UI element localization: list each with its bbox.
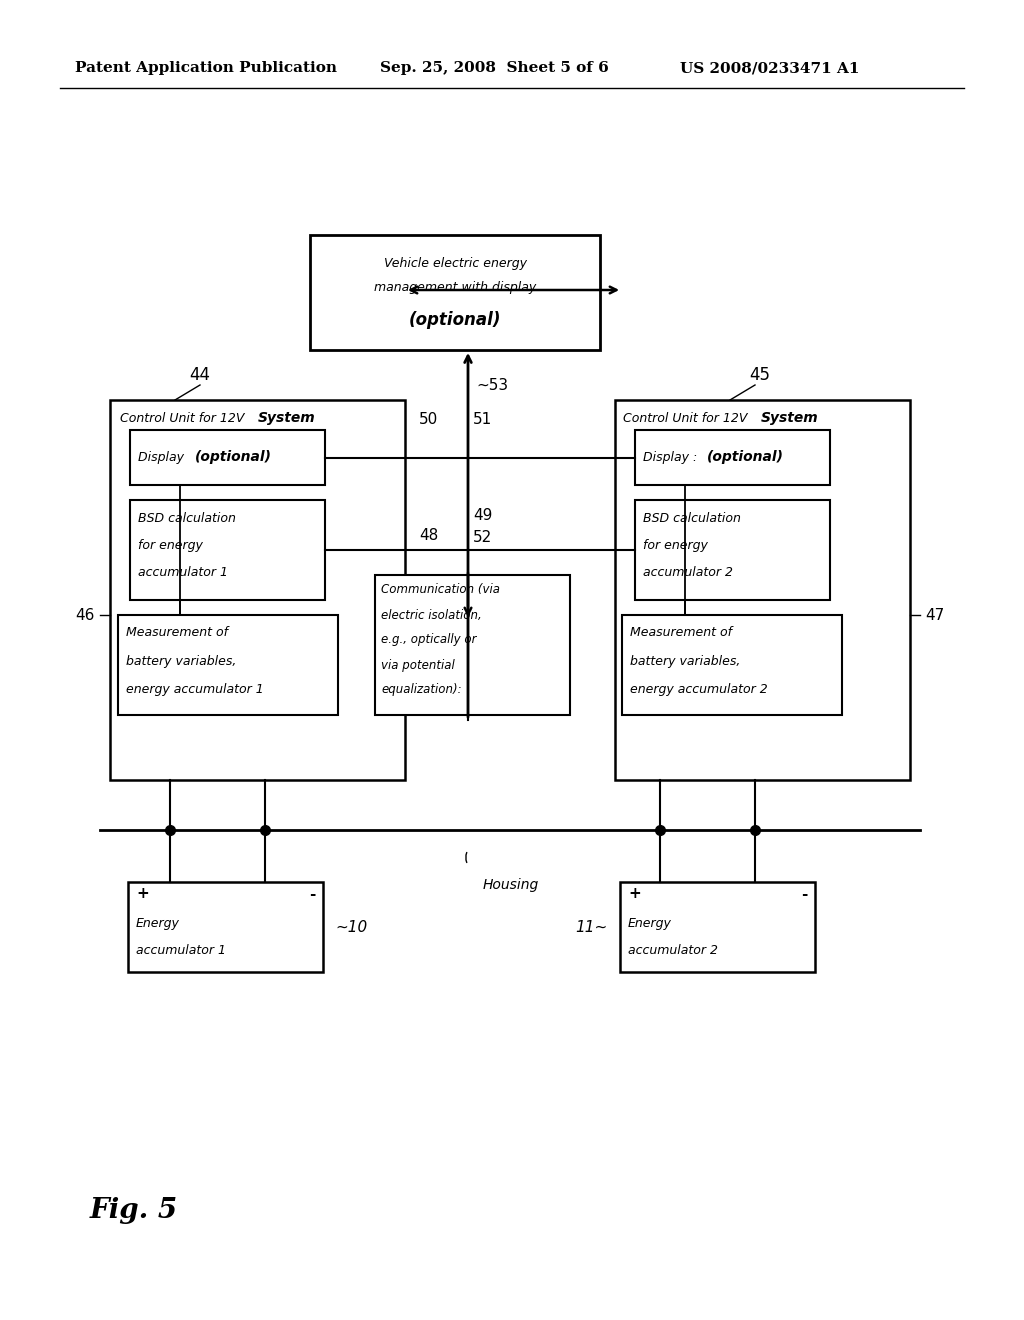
Bar <box>310 235 600 350</box>
Text: 11~: 11~ <box>575 920 608 935</box>
Text: Display: Display <box>138 451 193 465</box>
Text: 44: 44 <box>189 366 211 384</box>
Text: Housing: Housing <box>483 878 540 892</box>
Text: ~10: ~10 <box>335 920 368 935</box>
Text: energy accumulator 1: energy accumulator 1 <box>126 682 264 696</box>
Text: Measurement of: Measurement of <box>630 627 732 639</box>
Text: 51: 51 <box>473 412 493 428</box>
Bar <box>110 400 406 780</box>
Text: (optional): (optional) <box>409 312 502 329</box>
Text: (optional): (optional) <box>707 450 784 465</box>
Text: via potential: via potential <box>381 659 455 672</box>
Bar <box>118 615 338 715</box>
Text: Measurement of: Measurement of <box>126 627 228 639</box>
Text: Patent Application Publication: Patent Application Publication <box>75 61 337 75</box>
Text: battery variables,: battery variables, <box>630 655 740 668</box>
Text: System: System <box>761 411 819 425</box>
Text: +: + <box>628 887 641 902</box>
Text: Vehicle electric energy: Vehicle electric energy <box>384 256 526 269</box>
Text: equalization):: equalization): <box>381 684 462 697</box>
Text: 52: 52 <box>473 531 493 545</box>
Bar <box>130 500 325 601</box>
Text: Display :: Display : <box>643 451 701 465</box>
Text: for energy: for energy <box>643 539 708 552</box>
Text: Control Unit for 12V: Control Unit for 12V <box>120 412 252 425</box>
Text: -: - <box>801 887 807 902</box>
Text: Sep. 25, 2008  Sheet 5 of 6: Sep. 25, 2008 Sheet 5 of 6 <box>380 61 608 75</box>
Text: ~53: ~53 <box>476 378 508 392</box>
Text: BSD calculation: BSD calculation <box>138 511 236 524</box>
Text: management with display: management with display <box>374 281 537 293</box>
Bar <box>635 430 830 484</box>
Text: Control Unit for 12V: Control Unit for 12V <box>623 412 756 425</box>
Bar <box>635 500 830 601</box>
Text: accumulator 1: accumulator 1 <box>136 944 226 957</box>
Bar <box>620 882 815 972</box>
Text: BSD calculation: BSD calculation <box>643 511 741 524</box>
Text: (optional): (optional) <box>195 450 272 465</box>
Bar <box>622 615 842 715</box>
Text: accumulator 2: accumulator 2 <box>643 565 733 578</box>
Text: for energy: for energy <box>138 539 203 552</box>
Text: e.g., optically or: e.g., optically or <box>381 634 476 647</box>
Bar <box>130 430 325 484</box>
Text: Energy: Energy <box>628 917 672 931</box>
Text: US 2008/0233471 A1: US 2008/0233471 A1 <box>680 61 859 75</box>
Text: -: - <box>308 887 315 902</box>
Text: 49: 49 <box>473 507 493 523</box>
Text: accumulator 2: accumulator 2 <box>628 944 718 957</box>
Text: 47: 47 <box>925 607 944 623</box>
Text: 50: 50 <box>419 412 438 428</box>
Text: battery variables,: battery variables, <box>126 655 237 668</box>
Text: 46: 46 <box>76 607 95 623</box>
Text: Fig. 5: Fig. 5 <box>90 1196 178 1224</box>
Text: System: System <box>258 411 315 425</box>
Bar <box>375 576 570 715</box>
Text: accumulator 1: accumulator 1 <box>138 565 228 578</box>
Text: energy accumulator 2: energy accumulator 2 <box>630 682 768 696</box>
Text: Communication (via: Communication (via <box>381 583 500 597</box>
Text: Energy: Energy <box>136 917 180 931</box>
Text: electric isolation,: electric isolation, <box>381 609 481 622</box>
Bar <box>615 400 910 780</box>
Bar <box>128 882 323 972</box>
Text: 48: 48 <box>419 528 438 543</box>
Text: 45: 45 <box>750 366 770 384</box>
Text: +: + <box>136 887 148 902</box>
